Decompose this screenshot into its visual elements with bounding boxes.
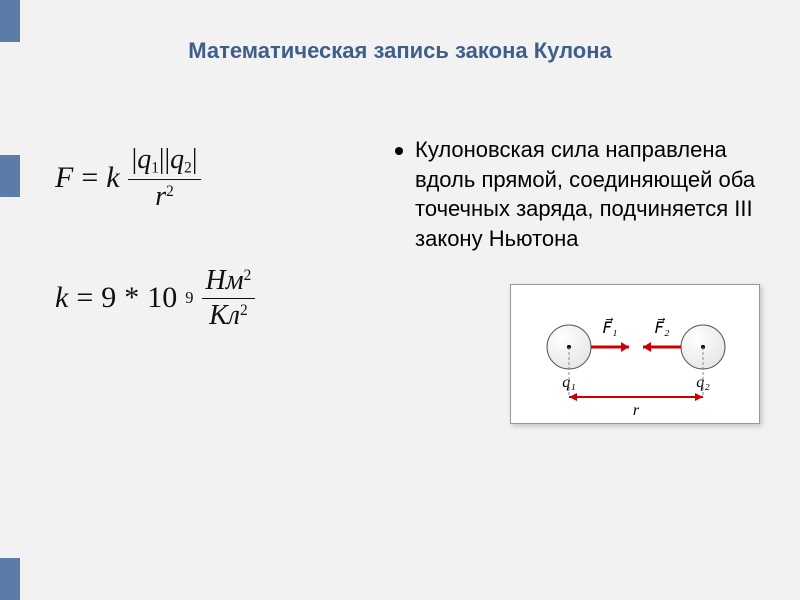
f2-units-fraction: Нм2 Кл2 — [202, 266, 256, 330]
accent-bar-bottom — [0, 558, 20, 600]
fraction-bar — [128, 179, 202, 180]
bullet-text: Кулоновская сила направлена вдоль прямой… — [415, 135, 760, 254]
equals-sign: = — [81, 161, 98, 195]
f1-denominator: r2 — [151, 182, 178, 211]
accent-bar-mid — [0, 155, 20, 197]
charges-diagram: F⃗₁F⃗₂q₁q₂r — [510, 284, 760, 424]
bullet-item: Кулоновская сила направлена вдоль прямой… — [395, 135, 760, 254]
f2-lhs: k — [55, 281, 68, 315]
text-column: Кулоновская сила направлена вдоль прямой… — [395, 135, 760, 424]
f2-ten: 10 — [147, 281, 177, 315]
f1-fraction: |q1||q2| r2 — [128, 145, 202, 211]
f1-q1: q — [137, 144, 151, 175]
formulas-column: F = k |q1||q2| r2 k = 9 * 109 Нм2 — [55, 135, 355, 424]
f1-r-exp: 2 — [166, 183, 174, 200]
fraction-bar — [202, 298, 256, 299]
diagram-svg: F⃗₁F⃗₂q₁q₂r — [511, 285, 761, 425]
f1-q2: q — [170, 144, 184, 175]
f2-unit-nm: Нм — [206, 265, 244, 296]
f2-coeff: 9 — [101, 281, 116, 315]
f1-q2-sub: 2 — [184, 160, 192, 177]
accent-bar-top — [0, 0, 20, 42]
f2-unit-nm-exp: 2 — [244, 267, 252, 284]
f1-k: k — [106, 161, 119, 195]
times-sign: * — [124, 281, 139, 315]
coulomb-force-formula: F = k |q1||q2| r2 — [55, 145, 355, 211]
k-constant-formula: k = 9 * 109 Нм2 Кл2 — [55, 266, 355, 330]
f1-lhs: F — [55, 161, 73, 195]
f2-unit-den: Кл2 — [205, 301, 252, 330]
f1-r: r — [155, 181, 166, 212]
slide-title: Математическая запись закона Кулона — [0, 38, 800, 64]
equals-sign: = — [76, 281, 93, 315]
f2-unit-kl-exp: 2 — [240, 301, 248, 318]
f2-unit-num: Нм2 — [202, 266, 256, 295]
f2-exp: 9 — [185, 288, 193, 308]
svg-text:F⃗₂: F⃗₂ — [655, 317, 670, 337]
f1-numerator: |q1||q2| — [128, 145, 202, 177]
svg-text:F⃗₁: F⃗₁ — [603, 317, 618, 337]
f1-q1-sub: 1 — [151, 160, 159, 177]
svg-text:r: r — [633, 402, 640, 419]
content-region: F = k |q1||q2| r2 k = 9 * 109 Нм2 — [55, 135, 760, 424]
bullet-dot-icon — [395, 147, 403, 155]
f2-unit-kl: Кл — [209, 300, 240, 331]
